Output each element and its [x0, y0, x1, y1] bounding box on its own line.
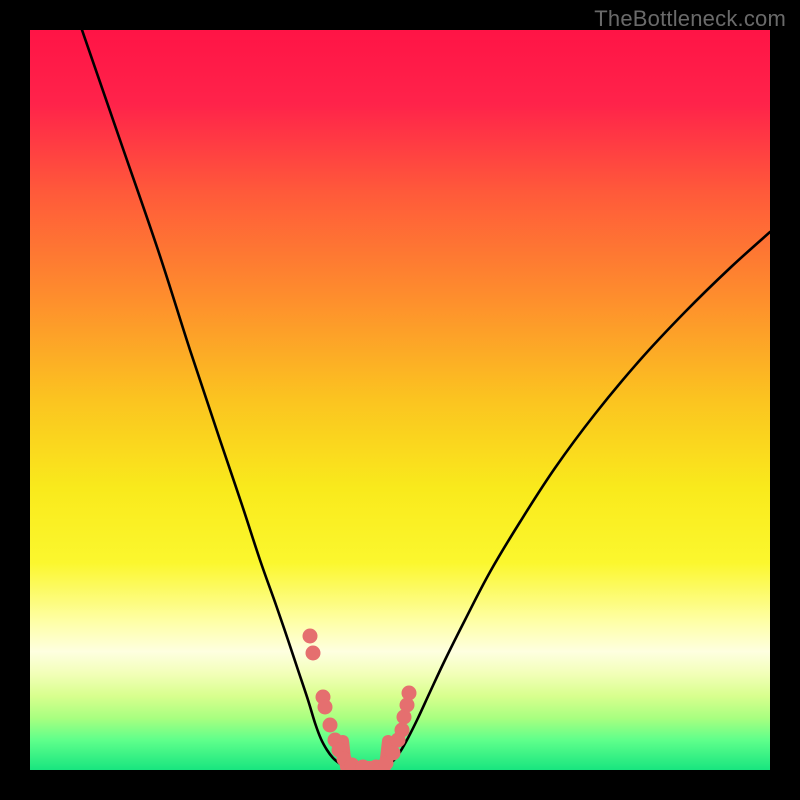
data-marker [402, 686, 417, 701]
right-curve [385, 232, 770, 767]
bottleneck-chart [30, 30, 770, 770]
data-marker [318, 700, 333, 715]
plot-area [30, 30, 770, 770]
data-marker [323, 718, 338, 733]
data-marker [306, 646, 321, 661]
attribution-watermark: TheBottleneck.com [594, 6, 786, 32]
data-marker [386, 746, 401, 761]
marker-layer [303, 629, 417, 771]
data-marker [395, 723, 410, 738]
data-marker [303, 629, 318, 644]
